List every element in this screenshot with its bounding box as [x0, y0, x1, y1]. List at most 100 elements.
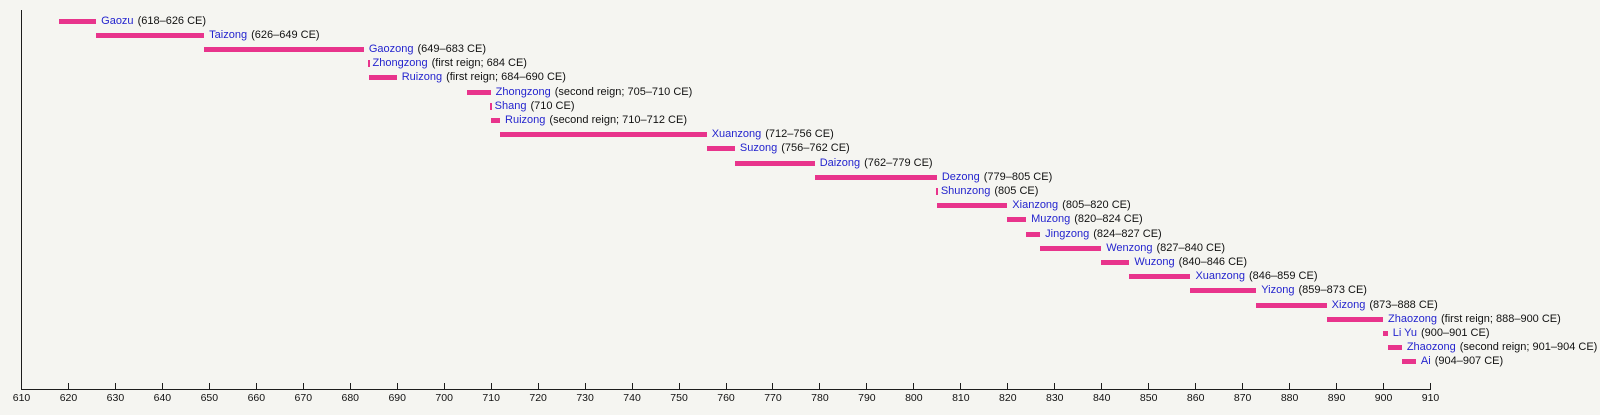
- reign-bar: [814, 174, 937, 180]
- axis-tick-label: 690: [388, 392, 406, 404]
- axis-tick-label: 860: [1186, 392, 1205, 404]
- reign-dates-text: (first reign; 684–690 CE): [446, 71, 566, 84]
- axis-tick: [67, 383, 69, 389]
- reign-bar: [936, 203, 1008, 209]
- axis-tick-label: 820: [999, 392, 1017, 404]
- axis-tick: [866, 383, 868, 389]
- emperor-name-link[interactable]: Zhongzong: [495, 85, 551, 98]
- reign-bar: [1326, 316, 1384, 322]
- emperor-name-link[interactable]: Li Yu: [1392, 327, 1417, 340]
- reign-dates-text: (900–901 CE): [1421, 327, 1490, 340]
- reign-label: Shang (710 CE): [495, 100, 575, 113]
- axis-tick-label: 680: [341, 392, 360, 404]
- emperor-name-link[interactable]: Ai: [1420, 355, 1431, 368]
- emperor-name-link[interactable]: Taizong: [209, 28, 248, 41]
- emperor-name-link[interactable]: Gaozong: [368, 42, 414, 55]
- axis-tick: [819, 383, 821, 389]
- axis-tick: [208, 383, 210, 389]
- emperor-name-link[interactable]: Shunzong: [940, 184, 991, 197]
- axis-tick: [537, 383, 539, 389]
- emperor-name-link[interactable]: Gaozu: [101, 14, 134, 27]
- axis-tick: [584, 383, 586, 389]
- reign-bar: [1387, 345, 1402, 351]
- reign-label: Ruizong (first reign; 684–690 CE): [402, 71, 566, 84]
- reign-label: Daizong (762–779 CE): [820, 157, 933, 170]
- axis-tick: [490, 383, 492, 389]
- emperor-name-link[interactable]: Ruizong: [505, 113, 546, 126]
- reign-dates-text: (first reign; 684 CE): [431, 57, 527, 70]
- reign-dates-text: (649–683 CE): [417, 42, 487, 55]
- reign-bar: [706, 146, 735, 152]
- axis-tick: [1148, 383, 1150, 389]
- axis-tick: [913, 383, 915, 389]
- reign-bar: [58, 18, 97, 24]
- axis-tick: [725, 383, 727, 389]
- reign-bar: [1256, 302, 1327, 308]
- reign-bar: [500, 132, 707, 138]
- axis-tick: [443, 383, 445, 389]
- axis-tick-label: 630: [106, 392, 125, 404]
- axis-tick: [255, 383, 257, 389]
- emperor-name-link[interactable]: Zhongzong: [372, 57, 428, 70]
- axis-tick-label: 890: [1327, 392, 1346, 404]
- emperor-name-link[interactable]: Zhaozong: [1388, 312, 1437, 325]
- axis-tick: [114, 383, 116, 389]
- axis-tick-label: 760: [717, 392, 735, 404]
- emperor-name-link[interactable]: Yizong: [1261, 284, 1295, 297]
- reign-label: Zhaozong (first reign; 888–900 CE): [1388, 313, 1561, 326]
- reign-bar: [1190, 288, 1257, 294]
- emperor-name-link[interactable]: Xizong: [1331, 298, 1366, 311]
- reign-dates-text: (805–820 CE): [1062, 199, 1131, 212]
- emperor-name-link[interactable]: Zhaozong: [1406, 341, 1456, 354]
- axis-tick-label: 720: [529, 392, 547, 404]
- axis-tick-label: 810: [952, 392, 970, 404]
- reign-label: Dezong (779–805 CE): [942, 171, 1052, 184]
- reign-label: Muzong (820–824 CE): [1031, 213, 1143, 226]
- reign-label: Shunzong (805 CE): [941, 185, 1039, 198]
- reign-dates-text: (827–840 CE): [1156, 241, 1226, 254]
- reign-label: Zhongzong (first reign; 684 CE): [373, 57, 527, 70]
- reign-dates-text: (820–824 CE): [1074, 213, 1143, 226]
- axis-tick-label: 900: [1374, 392, 1393, 404]
- emperor-name-link[interactable]: Xuanzong: [711, 128, 762, 141]
- reign-label: Ruizong (second reign; 710–712 CE): [505, 114, 687, 127]
- emperor-name-link[interactable]: Ruizong: [401, 71, 443, 84]
- emperor-name-link[interactable]: Xuanzong: [1195, 270, 1246, 283]
- emperor-name-link[interactable]: Muzong: [1031, 213, 1071, 226]
- reign-label: Suzong (756–762 CE): [740, 142, 850, 155]
- emperor-name-link[interactable]: Jingzong: [1045, 227, 1090, 240]
- reign-dates-text: (762–779 CE): [864, 156, 933, 169]
- axis-tick-label: 910: [1421, 392, 1440, 404]
- reign-dates-text: (805 CE): [994, 184, 1039, 197]
- reign-dates-text: (846–859 CE): [1249, 270, 1318, 283]
- emperor-name-link[interactable]: Wuzong: [1134, 256, 1175, 269]
- axis-tick: [960, 383, 962, 389]
- reign-bar: [489, 102, 492, 110]
- reign-label: Jingzong (824–827 CE): [1045, 228, 1162, 241]
- emperor-name-link[interactable]: Suzong: [739, 142, 778, 155]
- emperor-name-link[interactable]: Shang: [494, 99, 527, 112]
- reign-dates-text: (873–888 CE): [1369, 298, 1438, 311]
- axis-tick-label: 740: [623, 392, 641, 404]
- emperor-name-link[interactable]: Daizong: [819, 156, 861, 169]
- axis-tick: [161, 383, 163, 389]
- reign-dates-text: (710 CE): [530, 99, 575, 112]
- axis-tick: [349, 383, 351, 389]
- reign-bar: [734, 160, 815, 166]
- reign-label: Xuanzong (712–756 CE): [712, 128, 834, 141]
- emperor-name-link[interactable]: Dezong: [941, 170, 980, 183]
- axis-tick: [1101, 383, 1103, 389]
- axis-tick: [772, 383, 774, 389]
- reign-bar: [204, 46, 364, 52]
- reign-bar: [1401, 359, 1416, 365]
- emperor-name-link[interactable]: Wenzong: [1106, 241, 1153, 254]
- reign-bar: [1007, 217, 1027, 223]
- reign-label: Zhongzong (second reign; 705–710 CE): [496, 86, 693, 99]
- reign-dates-text: (first reign; 888–900 CE): [1440, 312, 1561, 325]
- axis-tick-label: 850: [1139, 392, 1158, 404]
- x-axis-line: [21, 389, 1431, 390]
- reign-label: Taizong (626–649 CE): [209, 29, 319, 42]
- emperor-name-link[interactable]: Xianzong: [1012, 199, 1059, 212]
- reign-label: Ai (904–907 CE): [1421, 355, 1503, 368]
